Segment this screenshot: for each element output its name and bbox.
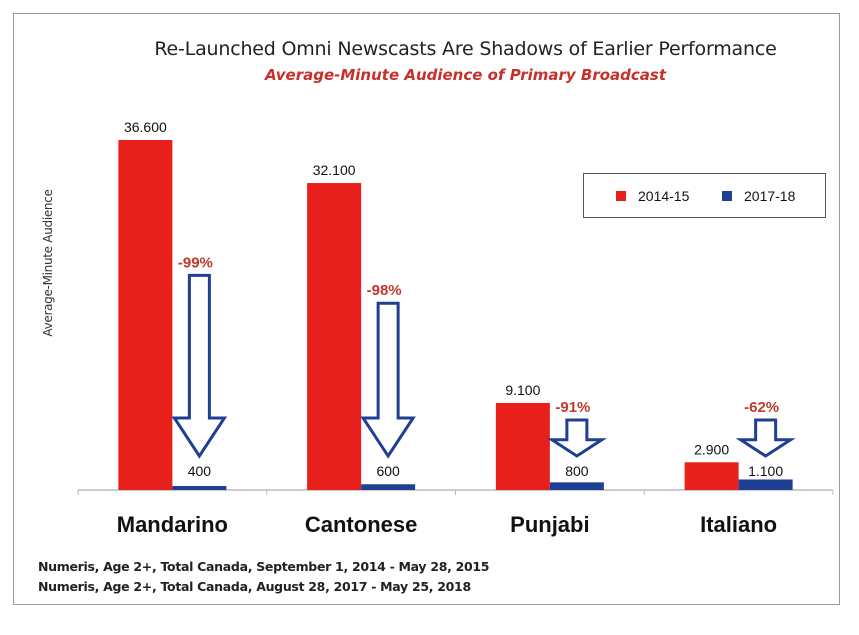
sources: Numeris, Age 2+, Total Canada, September…: [38, 557, 490, 597]
bar-2014-15-mandarino: [118, 140, 173, 490]
source-line-2: Numeris, Age 2+, Total Canada, August 28…: [38, 579, 471, 594]
data-label-2017-18-mandarino: 400: [188, 463, 212, 479]
category-label-italiano: Italiano: [700, 512, 777, 537]
legend-swatch-2014-15: [616, 191, 626, 201]
data-label-2017-18-cantonese: 600: [376, 463, 400, 479]
legend-label-2017-18: 2017-18: [744, 188, 796, 204]
bar-2017-18-cantonese: [361, 484, 416, 490]
data-label-2014-15-mandarino: 36.600: [124, 119, 167, 135]
chart-title-text: Re-Launched Omni Newscasts Are Shadows o…: [154, 38, 777, 60]
data-label-2017-18-punjabi: 800: [565, 463, 589, 479]
chart-subtitle-text: Average-Minute Audience of Primary Broad…: [264, 66, 667, 84]
chart-subtitle: Average-Minute Audience of Primary Broad…: [0, 66, 859, 84]
category-label-punjabi: Punjabi: [510, 512, 589, 537]
legend-swatch-2017-18: [722, 191, 732, 201]
data-label-2014-15-italiano: 2.900: [694, 441, 729, 457]
bar-2014-15-punjabi: [495, 402, 550, 490]
change-label-punjabi: -91%: [555, 399, 590, 416]
legend-item-2017-18: 2017-18: [722, 188, 795, 204]
down-arrow-icon: [360, 301, 416, 459]
bar-2014-15-cantonese: [307, 183, 362, 491]
legend: 2014-15 2017-18: [583, 173, 826, 218]
change-label-cantonese: -98%: [367, 282, 402, 299]
bar-2014-15-italiano: [684, 462, 739, 490]
down-arrow-icon: [735, 418, 796, 458]
down-arrow-icon: [171, 273, 228, 459]
data-label-2014-15-cantonese: 32.100: [313, 162, 356, 178]
change-label-mandarino: -99%: [178, 254, 213, 271]
legend-label-2014-15: 2014-15: [638, 188, 690, 204]
category-label-cantonese: Cantonese: [305, 512, 417, 537]
bar-2017-18-mandarino: [172, 486, 227, 490]
change-label-italiano: -62%: [744, 399, 779, 416]
data-label-2014-15-punjabi: 9.100: [505, 382, 540, 398]
bar-2017-18-punjabi: [549, 482, 604, 490]
legend-item-2014-15: 2014-15: [616, 188, 689, 204]
chart-title: Re-Launched Omni Newscasts Are Shadows o…: [0, 38, 859, 60]
bar-2017-18-italiano: [738, 479, 793, 490]
down-arrow-icon: [546, 418, 607, 458]
category-label-mandarino: Mandarino: [117, 512, 228, 537]
source-line-1: Numeris, Age 2+, Total Canada, September…: [38, 559, 490, 574]
data-label-2017-18-italiano: 1.100: [748, 463, 783, 479]
